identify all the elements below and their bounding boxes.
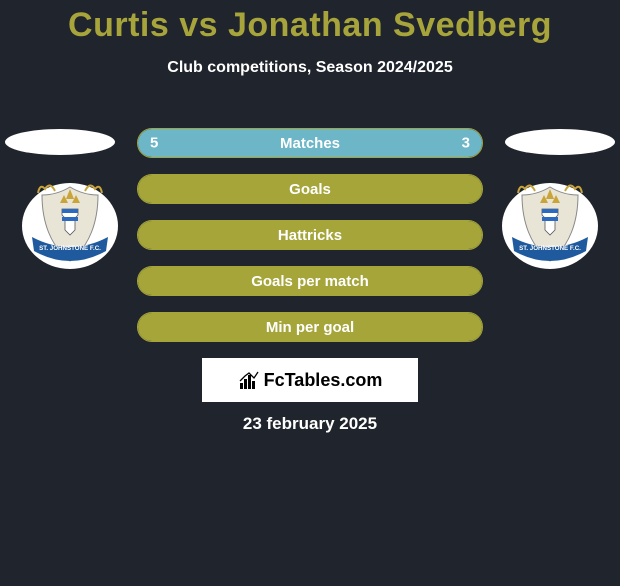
branding-text: FcTables.com xyxy=(264,370,383,391)
club-crest-left: ST. JOHNSTONE F.C. xyxy=(20,181,120,271)
player-name-left xyxy=(5,129,115,155)
comparison-rows: 5 3 Matches Goals Hattricks Goals per match Mi… xyxy=(137,128,483,358)
stat-label: Goals xyxy=(289,181,331,198)
subtitle: Club competitions, Season 2024/2025 xyxy=(0,59,620,77)
stat-value-right: 3 xyxy=(462,135,470,152)
stat-label: Min per goal xyxy=(266,319,354,336)
date-label: 23 february 2025 xyxy=(0,414,620,434)
svg-text:ST. JOHNSTONE F.C.: ST. JOHNSTONE F.C. xyxy=(519,245,581,252)
stat-value-left: 5 xyxy=(150,135,158,152)
stat-label: Goals per match xyxy=(251,273,369,290)
branding-chart-icon xyxy=(238,369,260,391)
stat-label: Hattricks xyxy=(278,227,342,244)
stat-row: Min per goal xyxy=(137,312,483,342)
stat-row: 5 3 Matches xyxy=(137,128,483,158)
stat-row: Goals xyxy=(137,174,483,204)
branding-badge: FcTables.com xyxy=(202,358,418,402)
stat-row: Hattricks xyxy=(137,220,483,250)
stat-label: Matches xyxy=(280,135,340,152)
club-crest-right: ST. JOHNSTONE F.C. xyxy=(500,181,600,271)
page-title: Curtis vs Jonathan Svedberg xyxy=(0,6,620,45)
player-name-right xyxy=(505,129,615,155)
svg-text:ST. JOHNSTONE F.C.: ST. JOHNSTONE F.C. xyxy=(39,245,101,252)
stat-row: Goals per match xyxy=(137,266,483,296)
